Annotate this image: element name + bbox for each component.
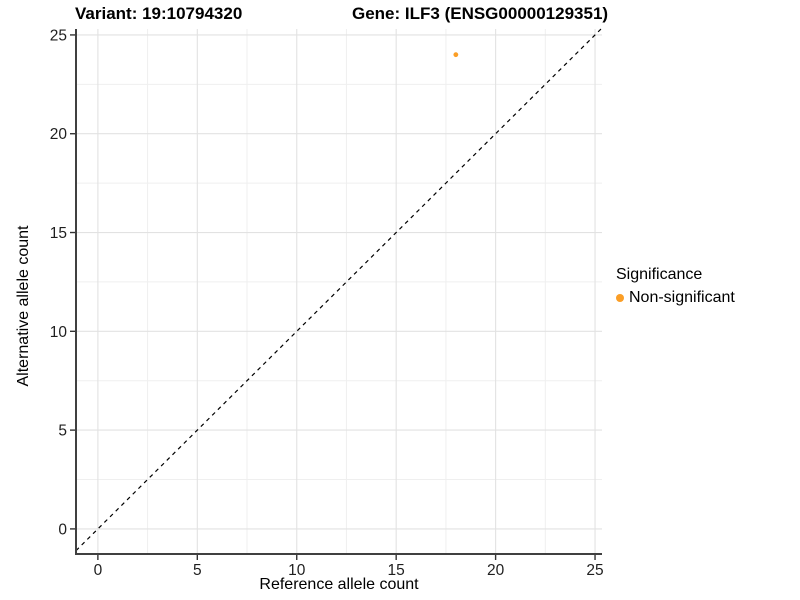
major-gridlines: [76, 29, 602, 554]
x-tick-label: 20: [487, 562, 505, 579]
y-tick-label: 5: [58, 423, 67, 440]
legend-item: Non-significant: [616, 289, 735, 307]
gene-title: Gene: ILF3 (ENSG00000129351): [352, 4, 609, 23]
legend-point-icon: [616, 294, 624, 302]
scatter-point: [453, 52, 459, 58]
y-tick-label: 0: [58, 521, 67, 538]
tick-labels: 0 5 10 15 20 25 0 5 10 15 20 25: [50, 27, 604, 579]
minor-gridlines: [76, 29, 602, 554]
y-tick-label: 25: [50, 27, 67, 44]
y-tick-label: 20: [50, 126, 68, 143]
variant-title: Variant: 19:10794320: [75, 4, 243, 23]
legend: Significance Non-significant: [616, 266, 735, 307]
x-tick-label: 5: [193, 562, 202, 579]
tick-marks: [70, 34, 596, 560]
x-tick-label: 25: [586, 562, 603, 579]
legend-title: Significance: [616, 266, 703, 283]
y-tick-label: 10: [50, 324, 68, 341]
x-tick-label: 10: [288, 562, 306, 579]
x-tick-label: 0: [94, 562, 103, 579]
identity-line: [75, 28, 602, 552]
axis-lines: [75, 29, 602, 555]
abline-dashed: [75, 28, 602, 552]
x-tick-label: 15: [388, 562, 405, 579]
data-points: [453, 52, 459, 58]
legend-item-label: Non-significant: [629, 289, 735, 306]
y-tick-label: 15: [50, 225, 67, 242]
x-axis-title: Reference allele count: [259, 576, 419, 593]
